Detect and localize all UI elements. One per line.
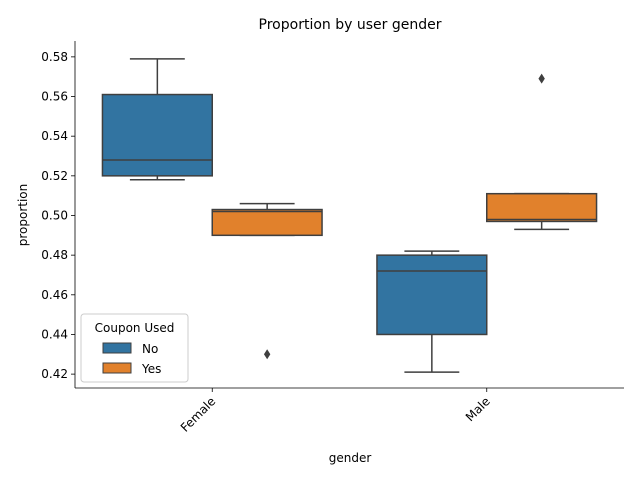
y-tick-label: 0.50 — [41, 208, 68, 222]
box-iqr — [376, 254, 488, 336]
box-iqr — [101, 93, 213, 177]
box-iqr — [211, 208, 323, 237]
box-no-female — [101, 58, 213, 181]
legend-label-yes: Yes — [141, 362, 161, 376]
y-tick-label: 0.56 — [41, 90, 68, 104]
legend-swatch-no — [102, 342, 132, 354]
y-tick-label: 0.46 — [41, 288, 68, 302]
plot-area — [101, 58, 598, 373]
y-axis-label: proportion — [16, 184, 30, 247]
chart-title: Proportion by user gender — [259, 17, 442, 33]
y-tick-label: 0.48 — [41, 248, 68, 262]
box-no-male — [376, 250, 488, 373]
legend-swatch-yes — [102, 362, 132, 374]
outlier-point — [538, 73, 545, 84]
legend-label-no: No — [142, 342, 158, 356]
box-iqr — [486, 192, 598, 223]
legend: Coupon Used No Yes — [80, 313, 189, 383]
x-tick-label: Female — [178, 394, 219, 435]
y-tick-label: 0.42 — [41, 367, 68, 381]
y-tick-label: 0.58 — [41, 50, 68, 64]
axes: 0.42 0.44 0.46 0.48 0.50 0.52 0.54 0.56 0.58 Fema… — [41, 41, 624, 435]
x-tick-label: Male — [463, 394, 493, 424]
outlier-point — [263, 349, 271, 360]
box-yes-male — [486, 73, 598, 231]
box-yes-female — [211, 202, 323, 360]
y-tick-label: 0.54 — [41, 129, 68, 143]
y-tick-label: 0.44 — [41, 327, 68, 341]
y-tick-label: 0.52 — [41, 169, 68, 183]
x-axis-label: gender — [329, 451, 372, 465]
legend-title: Coupon Used — [95, 321, 175, 335]
